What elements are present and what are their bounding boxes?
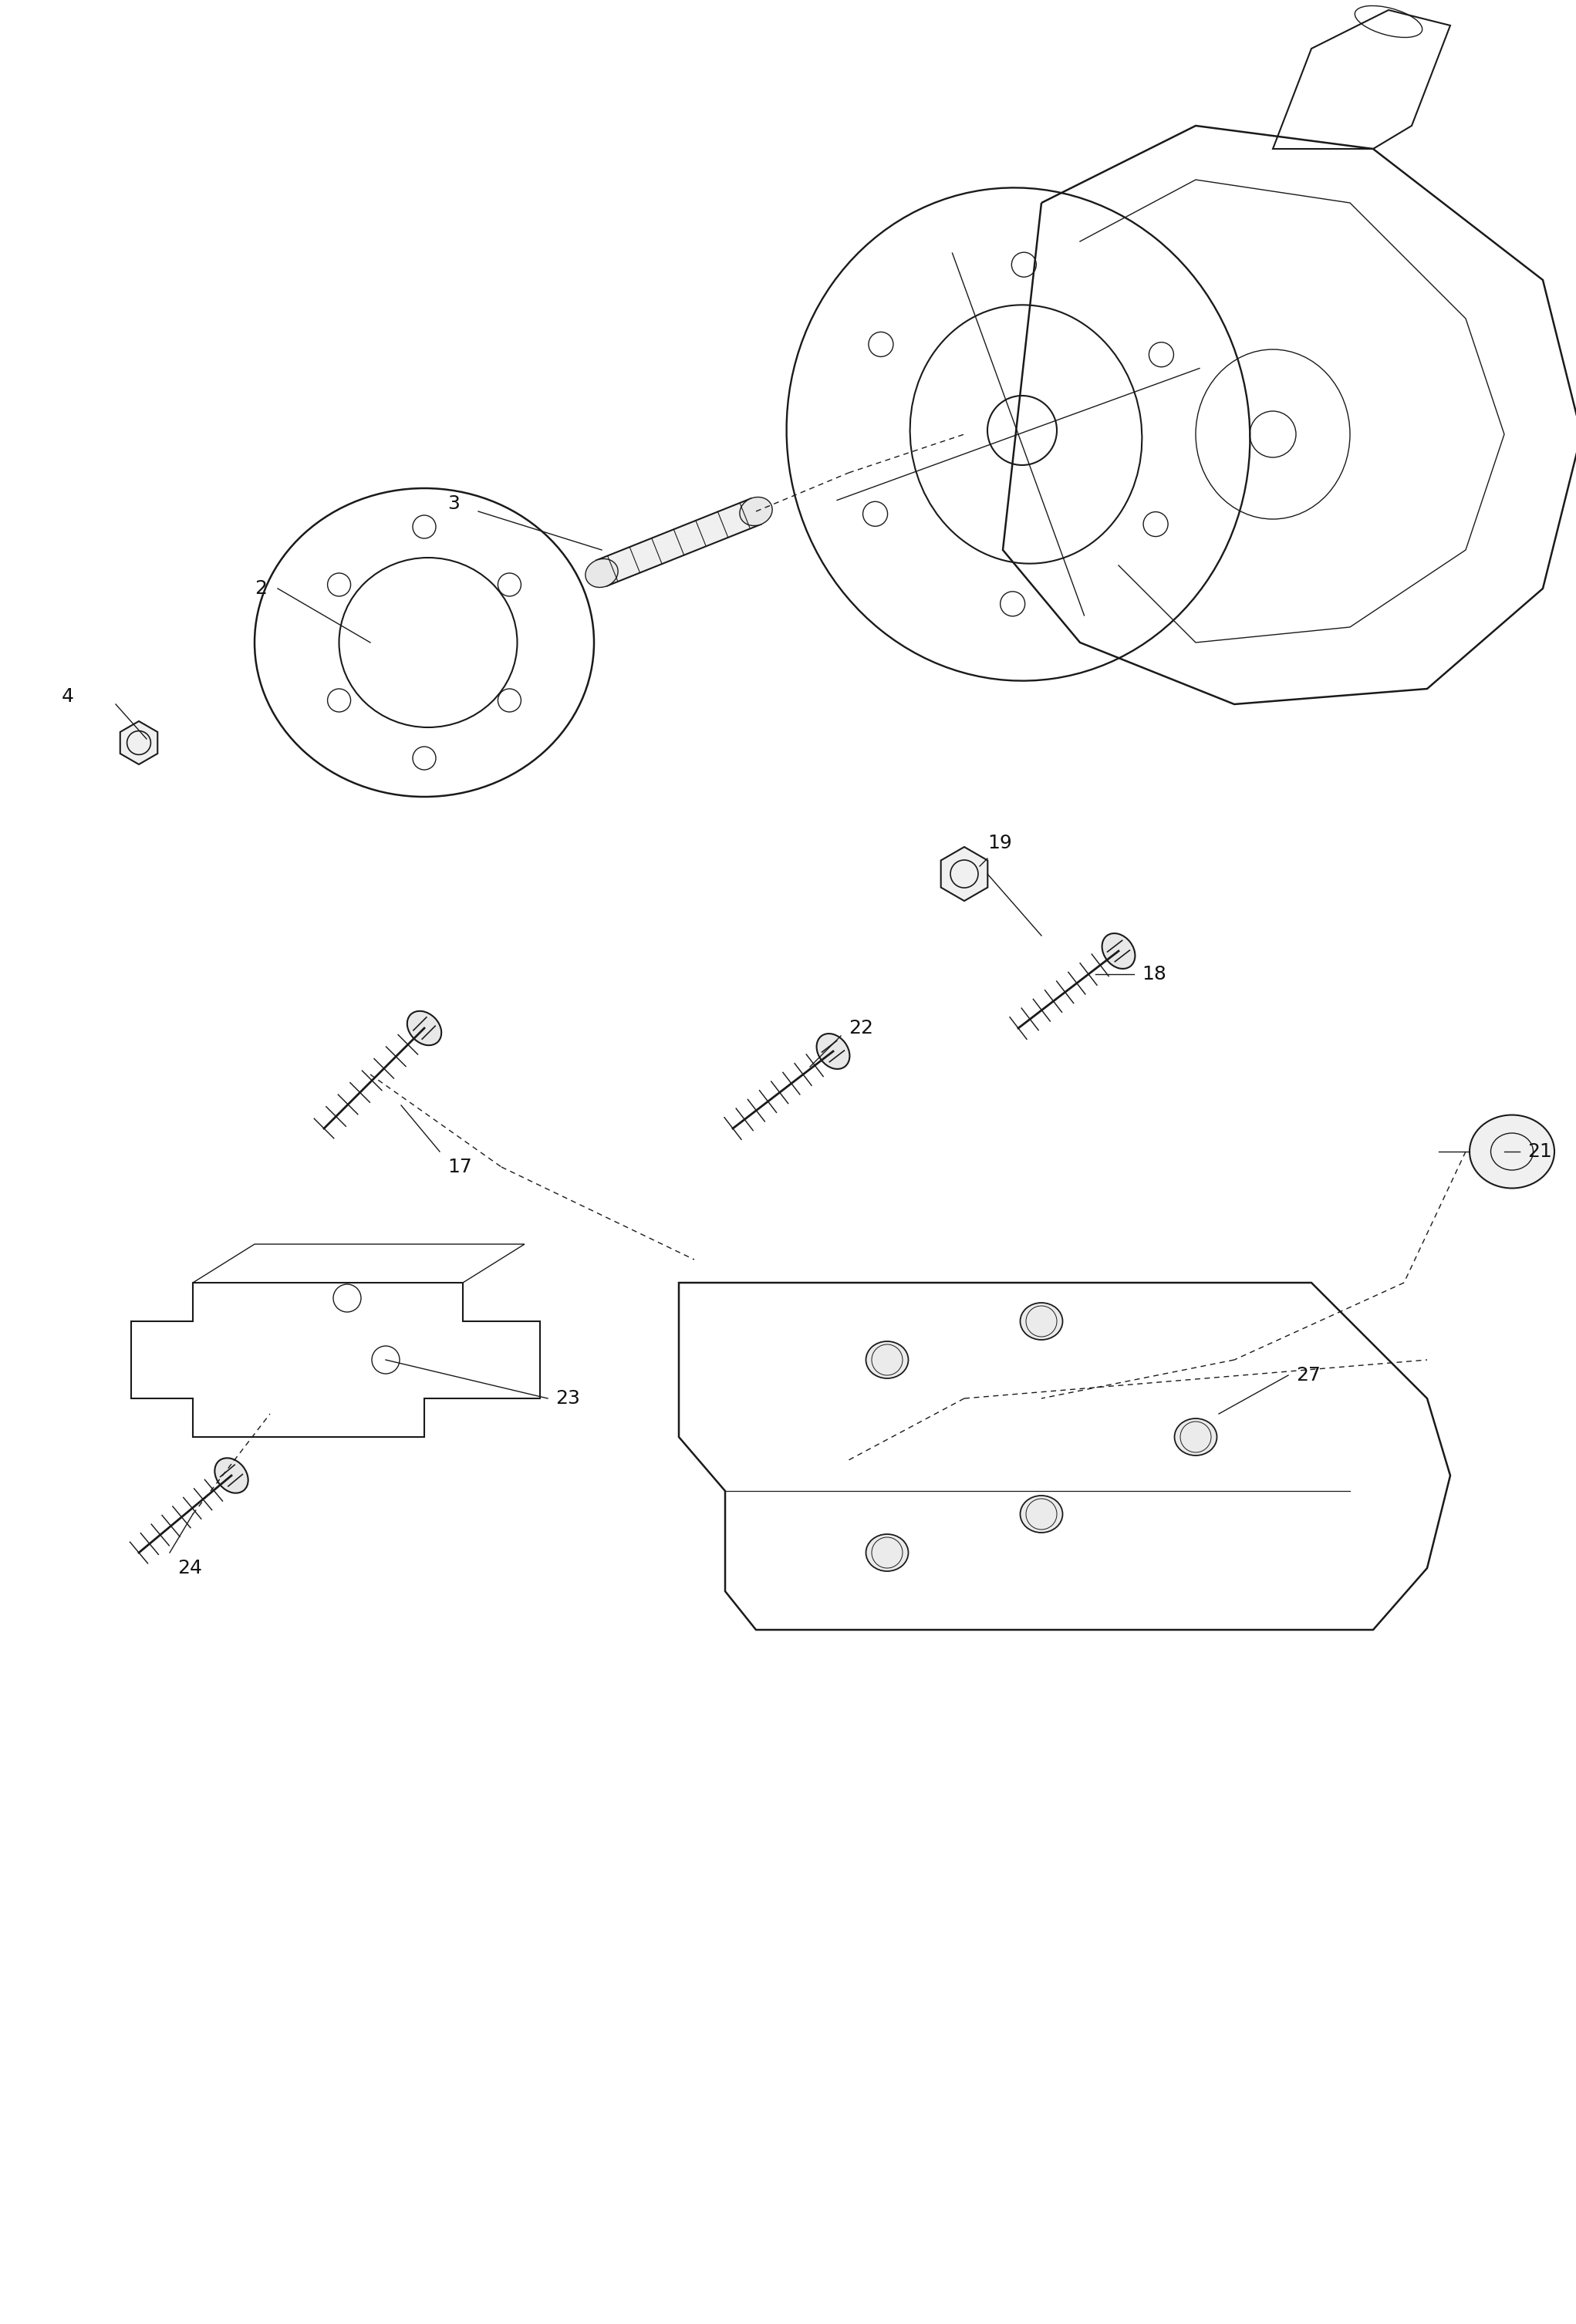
Ellipse shape [1174, 1418, 1217, 1455]
Ellipse shape [1020, 1497, 1062, 1532]
Ellipse shape [816, 1034, 849, 1069]
Ellipse shape [407, 1011, 441, 1046]
Text: 4: 4 [61, 688, 74, 706]
Text: 3: 3 [448, 495, 460, 514]
Text: 19: 19 [988, 834, 1012, 853]
Text: 22: 22 [848, 1018, 873, 1037]
Ellipse shape [1469, 1116, 1554, 1188]
Polygon shape [941, 846, 988, 902]
Text: 21: 21 [1527, 1143, 1552, 1162]
Ellipse shape [585, 558, 618, 588]
Text: 23: 23 [555, 1390, 580, 1408]
Ellipse shape [739, 497, 772, 525]
Polygon shape [597, 497, 761, 586]
Text: 2: 2 [255, 579, 266, 597]
Text: 27: 27 [1295, 1367, 1321, 1385]
Text: 18: 18 [1141, 964, 1166, 983]
Ellipse shape [214, 1457, 247, 1492]
Ellipse shape [1102, 934, 1135, 969]
Text: 17: 17 [448, 1157, 471, 1176]
Polygon shape [120, 720, 158, 765]
Ellipse shape [865, 1341, 908, 1378]
Ellipse shape [1020, 1304, 1062, 1341]
Text: 24: 24 [178, 1559, 202, 1578]
Ellipse shape [865, 1534, 908, 1571]
